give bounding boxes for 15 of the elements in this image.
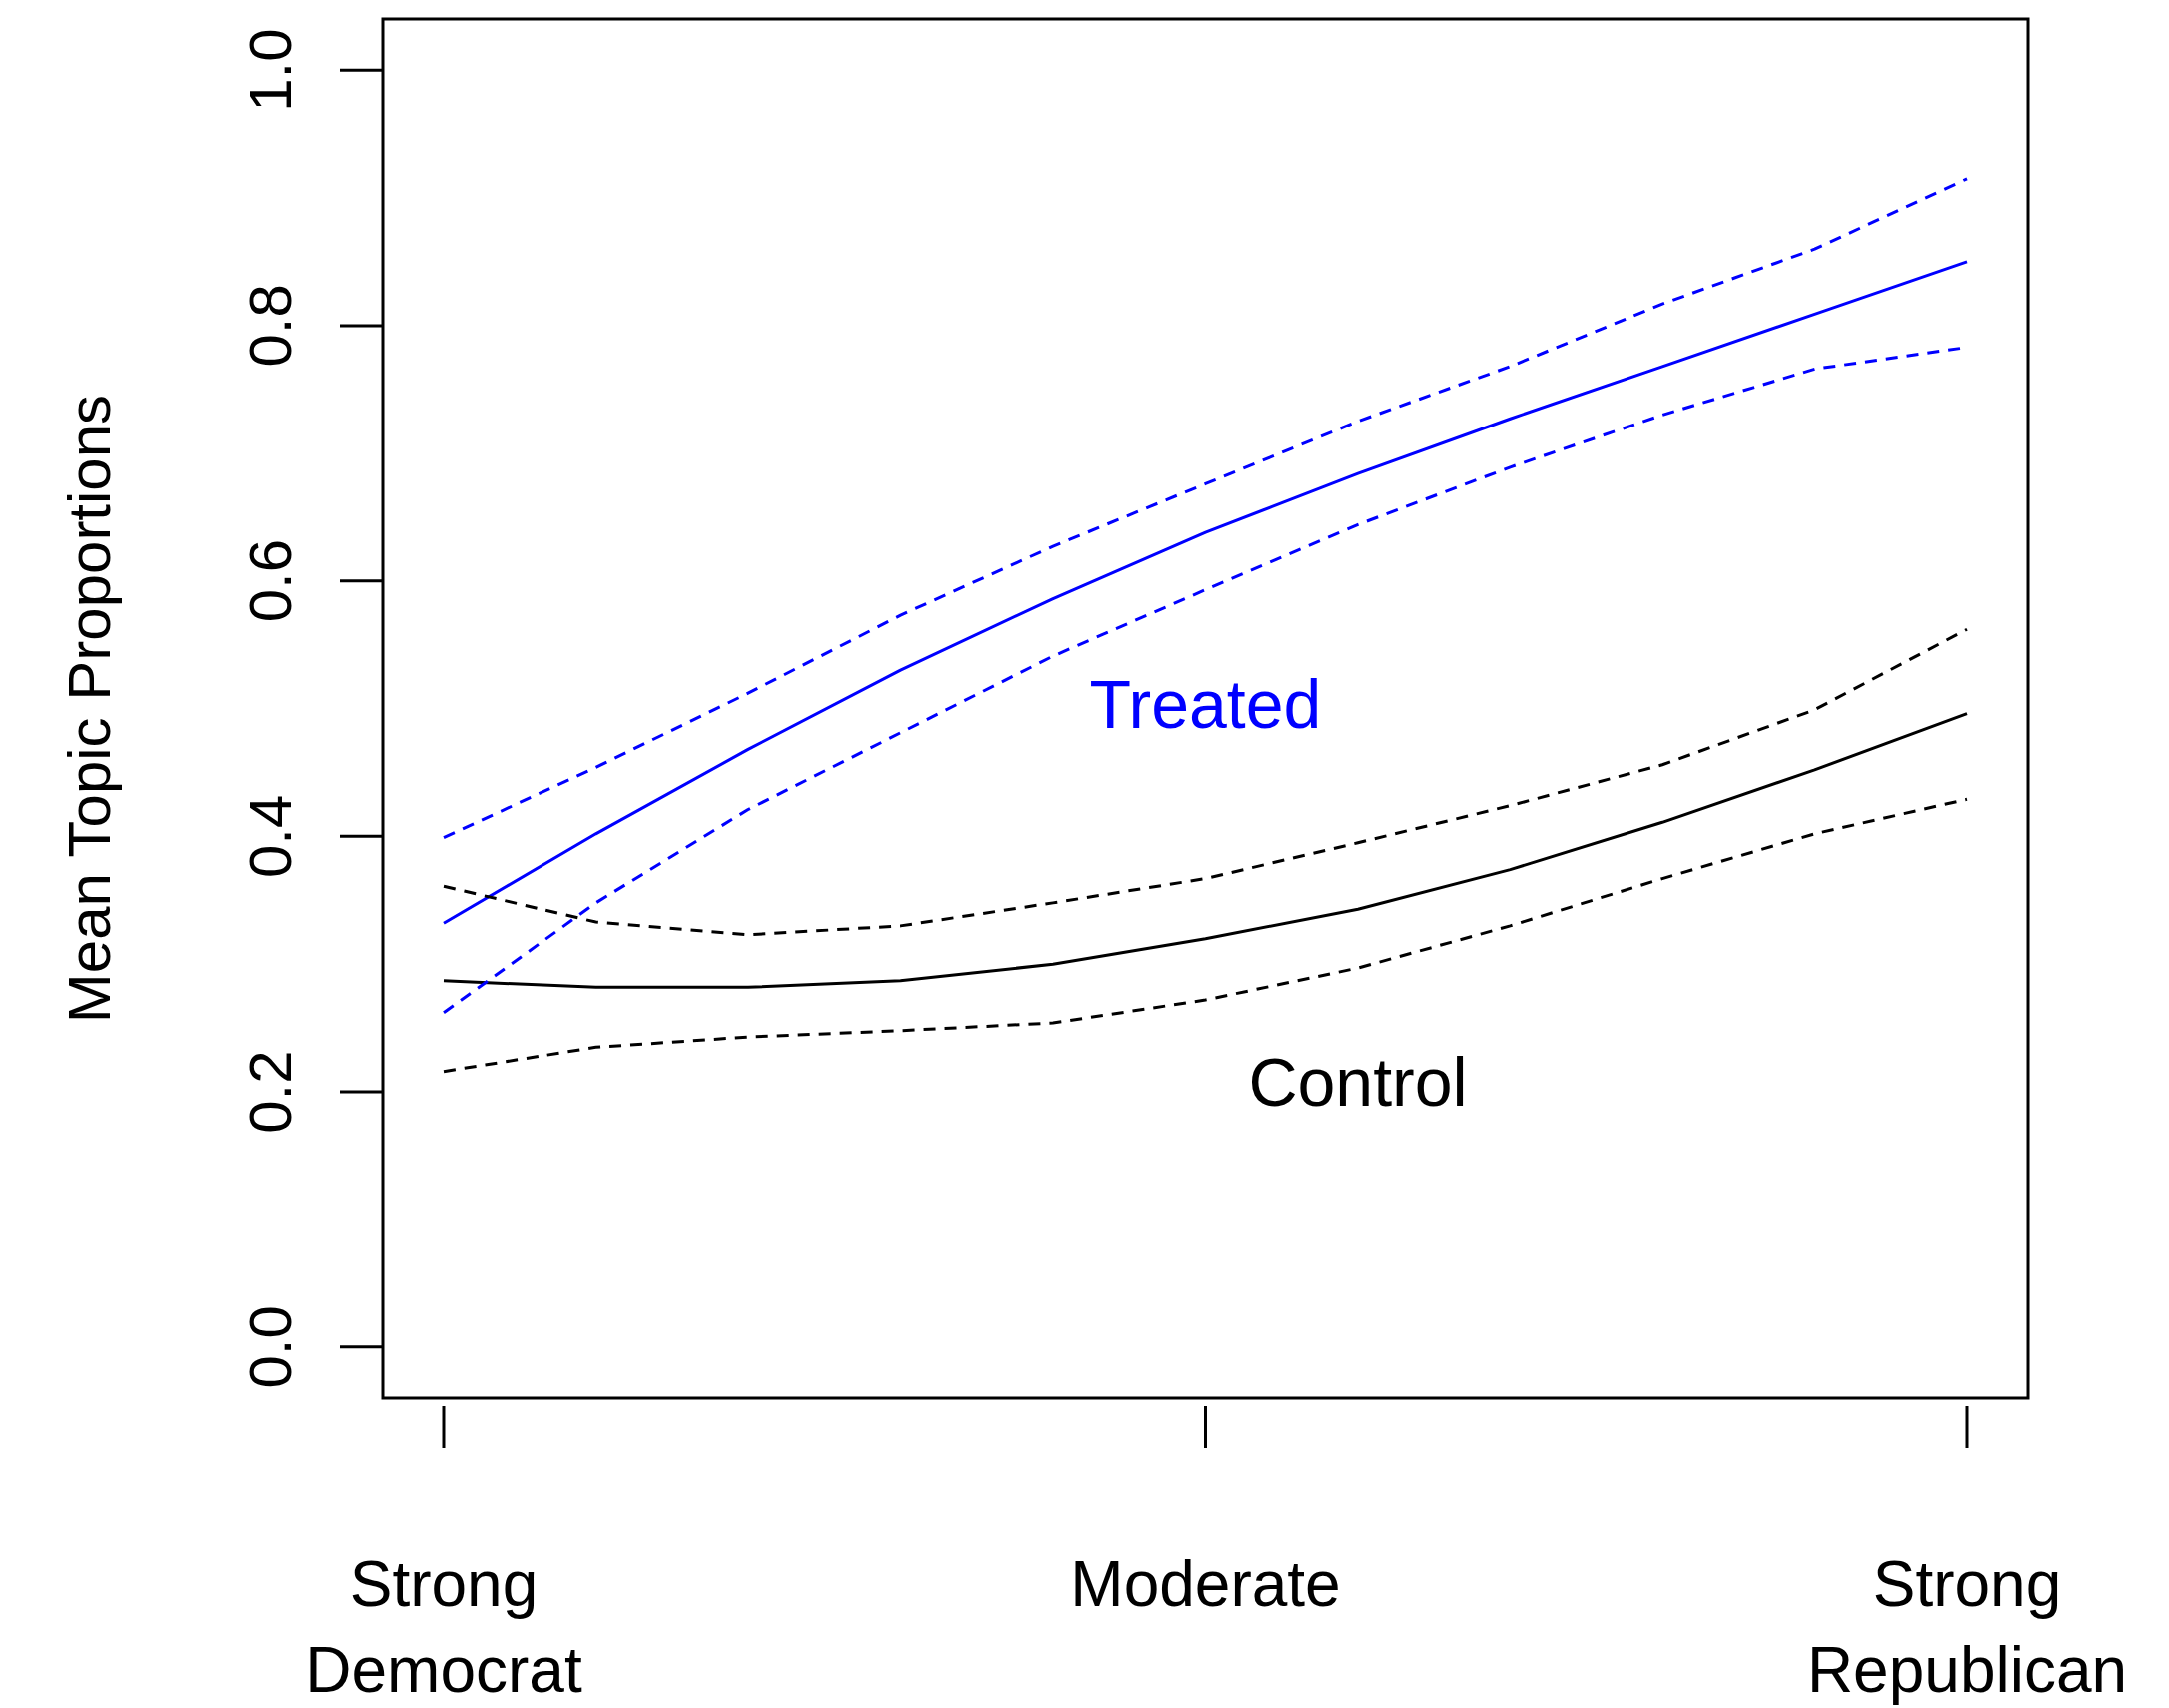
x-tick-label: Strong Democrat (305, 1548, 582, 1706)
line-series (442, 627, 1969, 937)
annotation: Treated (1089, 665, 1322, 742)
y-tick-label: 0.4 (237, 794, 304, 879)
y-tick-label: 0.6 (237, 538, 304, 623)
line-series (442, 177, 1969, 840)
y-tick-label: 0.8 (237, 284, 304, 368)
x-tick-label: Strong Republican (1806, 1548, 2128, 1706)
y-axis-title: Mean Topic Proportions (56, 394, 123, 1024)
y-tick-label: 1.0 (237, 28, 304, 112)
y-tick-label: 0.2 (237, 1050, 304, 1134)
line-series (442, 260, 1969, 925)
annotation: Control (1248, 1044, 1468, 1121)
x-tick-label: Moderate (1070, 1548, 1341, 1620)
y-tick-label: 0.0 (237, 1305, 304, 1389)
